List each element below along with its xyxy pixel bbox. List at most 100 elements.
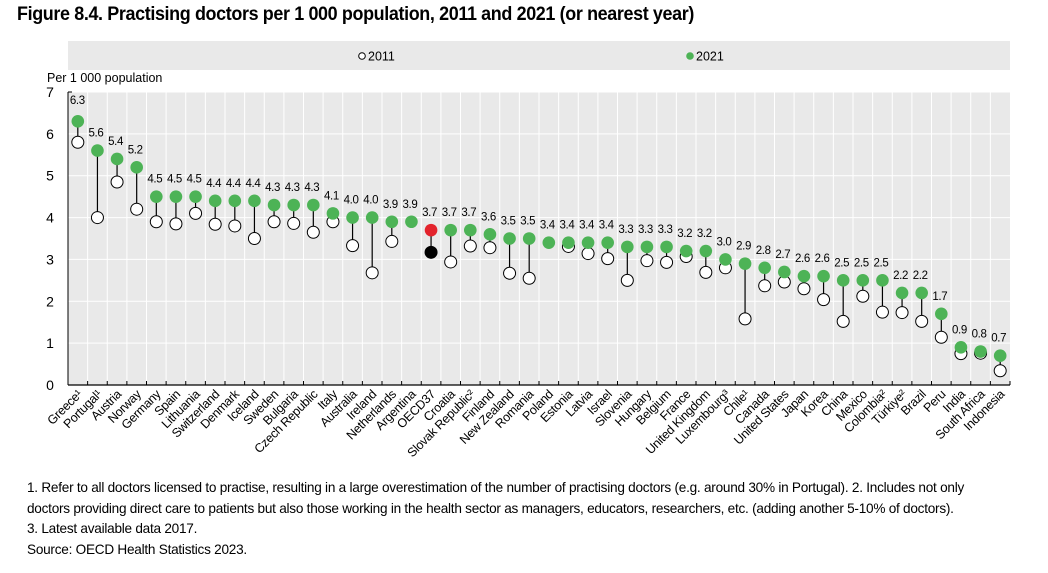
point-2021 — [444, 223, 457, 237]
y-tick-label: 7 — [46, 84, 54, 100]
point-2021 — [778, 265, 791, 279]
point-2021 — [974, 345, 987, 358]
data-label-2021: 3.4 — [599, 220, 615, 232]
data-label-2021: 3.4 — [559, 220, 575, 232]
data-label-2021: 3.7 — [442, 207, 457, 219]
data-label-2021: 2.5 — [854, 257, 869, 269]
point-2021 — [915, 286, 928, 300]
point-2021 — [935, 307, 948, 321]
point-2021 — [483, 228, 497, 241]
point-2011 — [895, 306, 909, 320]
data-label-2021: 2.7 — [775, 249, 790, 261]
data-label-2021: 3.6 — [481, 211, 496, 223]
data-label-2021: 1.7 — [932, 291, 947, 303]
point-2021 — [248, 194, 261, 208]
point-2011 — [90, 211, 104, 225]
data-marks: 6.35.65.45.24.5 4.5 4.5 4.4 4.4 4.4 4.3 4.3 4.34… — [70, 95, 1007, 378]
point-2021 — [817, 269, 830, 283]
point-2021 — [307, 198, 320, 212]
point-2011 — [522, 271, 536, 285]
data-label-2021: 3.3 — [658, 224, 673, 236]
point-2021 — [954, 341, 968, 354]
data-label-2021: 2.5 — [873, 257, 888, 269]
y-tick-label: 2 — [46, 293, 54, 309]
data-label-2021: 3.5 — [520, 216, 535, 228]
data-label-2021: 4.5 — [147, 174, 162, 186]
point-2011 — [875, 305, 889, 319]
point-2011 — [228, 219, 242, 233]
point-2011 — [287, 216, 301, 230]
data-label-2021: 5.4 — [108, 136, 124, 148]
point-2021 — [856, 274, 870, 287]
point-2011 — [71, 135, 85, 149]
data-label-2021: 4.0 — [363, 195, 378, 207]
point-2021 — [385, 215, 399, 229]
data-label-2021: 3.4 — [579, 220, 595, 232]
data-label-2021: 3.9 — [383, 199, 398, 211]
legend-marker-2021 — [686, 52, 694, 60]
point-2011 — [365, 266, 379, 280]
point-2011 — [189, 206, 203, 220]
data-label-2021: 4.0 — [344, 195, 359, 207]
data-label-2021: 4.1 — [324, 190, 339, 202]
point-2021 — [699, 244, 713, 258]
point-2021 — [993, 349, 1007, 363]
point-2021 — [189, 190, 202, 203]
legend-background — [68, 41, 1010, 70]
axes — [67, 91, 1011, 386]
legend-label-2021: 2021 — [696, 50, 724, 64]
point-2021 — [71, 115, 85, 128]
point-2021 — [895, 286, 909, 300]
point-2011 — [306, 225, 320, 239]
point-2011 — [758, 279, 772, 293]
data-label-2021: 3.3 — [618, 224, 633, 236]
point-2021 — [287, 198, 300, 212]
point-2021 — [228, 194, 242, 208]
y-tick-label: 3 — [46, 251, 54, 267]
point-2021 — [130, 161, 143, 174]
data-label-2021: 3.7 — [422, 207, 437, 219]
point-2011 — [149, 215, 163, 229]
point-2011 — [483, 241, 497, 255]
footnote-line-2: doctors providing direct care to patient… — [27, 500, 954, 516]
data-label-2021: 3.0 — [716, 236, 731, 248]
data-label-2021: 4.5 — [167, 174, 182, 186]
legend: 2011 2021 — [358, 50, 724, 64]
data-label-2021: 4.3 — [285, 182, 300, 194]
y-tick-label: 5 — [46, 168, 54, 184]
data-label-2021: 4.3 — [304, 182, 319, 194]
data-label-2021: 4.5 — [187, 174, 202, 186]
point-2021 — [797, 269, 811, 283]
data-label-2021: 3.3 — [638, 224, 653, 236]
y-tick-label: 6 — [46, 126, 54, 142]
footnote-line-1: 1. Refer to all doctors licensed to prac… — [27, 480, 965, 495]
point-2011 — [738, 312, 752, 326]
point-2011 — [660, 255, 674, 269]
point-2011 — [915, 314, 929, 328]
point-2011 — [856, 289, 870, 303]
point-2021 — [758, 261, 771, 275]
data-label-2021: 2.8 — [756, 245, 771, 257]
data-label-2021: 2.9 — [736, 241, 751, 253]
point-2021 — [836, 274, 850, 287]
point-2011 — [503, 266, 517, 280]
point-2021 — [522, 232, 536, 245]
point-2021 — [365, 211, 379, 224]
y-axis-ticks: 0 1 2 3 4 5 6 7 — [46, 84, 54, 393]
data-label-2021: 4.4 — [206, 178, 222, 190]
y-tick-label: 1 — [46, 335, 54, 351]
point-2021 — [719, 253, 732, 266]
figure-title: Figure 8.4. Practising doctors per 1 000… — [17, 3, 694, 25]
point-2011 — [385, 234, 399, 248]
point-2011 — [581, 247, 595, 261]
legend-marker-2011 — [358, 52, 366, 60]
point-2021 — [660, 240, 673, 254]
chart: 2011 2021 Per 1 000 population 0 1 2 3 4 5 6 7 6… — [45, 41, 1011, 460]
point-2011 — [640, 254, 654, 268]
data-label-2021: 3.4 — [540, 220, 556, 232]
point-2011 — [444, 255, 458, 269]
point-2011 — [699, 265, 713, 279]
data-label-2021: 6.3 — [70, 95, 85, 107]
data-label-2021: 0.9 — [952, 324, 967, 336]
data-label-2021: 3.2 — [697, 228, 712, 240]
